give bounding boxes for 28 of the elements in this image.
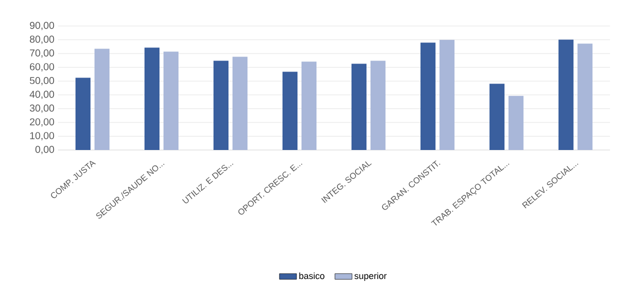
bar: [76, 78, 90, 150]
bar: [490, 84, 504, 150]
y-tick-label: 30,00: [30, 104, 54, 113]
y-tick-label: 10,00: [30, 132, 54, 140]
bar: [144, 48, 160, 150]
bar: [94, 48, 110, 150]
bar: [352, 64, 366, 150]
legend-label: basico: [299, 272, 324, 280]
bar: [440, 40, 454, 150]
bar: [558, 40, 574, 150]
bar: [214, 60, 228, 150]
y-tick-label: 50,00: [30, 76, 54, 86]
y-tick-label: 70,00: [30, 49, 54, 58]
bar: [232, 56, 248, 150]
bar: [578, 44, 592, 150]
y-tick-label: 20,00: [30, 118, 54, 127]
bar: [302, 62, 316, 150]
y-tick-label: 80,00: [30, 36, 54, 44]
bar: [282, 72, 298, 150]
y-tick-label: 60,00: [30, 63, 54, 72]
bar: [164, 52, 178, 150]
legend-label: superior: [354, 272, 387, 281]
bar: [420, 42, 436, 150]
y-tick-label: 0,00: [35, 146, 54, 154]
bar: [370, 60, 386, 150]
bar: [508, 96, 524, 150]
y-tick-label: 90,00: [30, 22, 54, 30]
y-tick-label: 40,00: [30, 90, 54, 100]
